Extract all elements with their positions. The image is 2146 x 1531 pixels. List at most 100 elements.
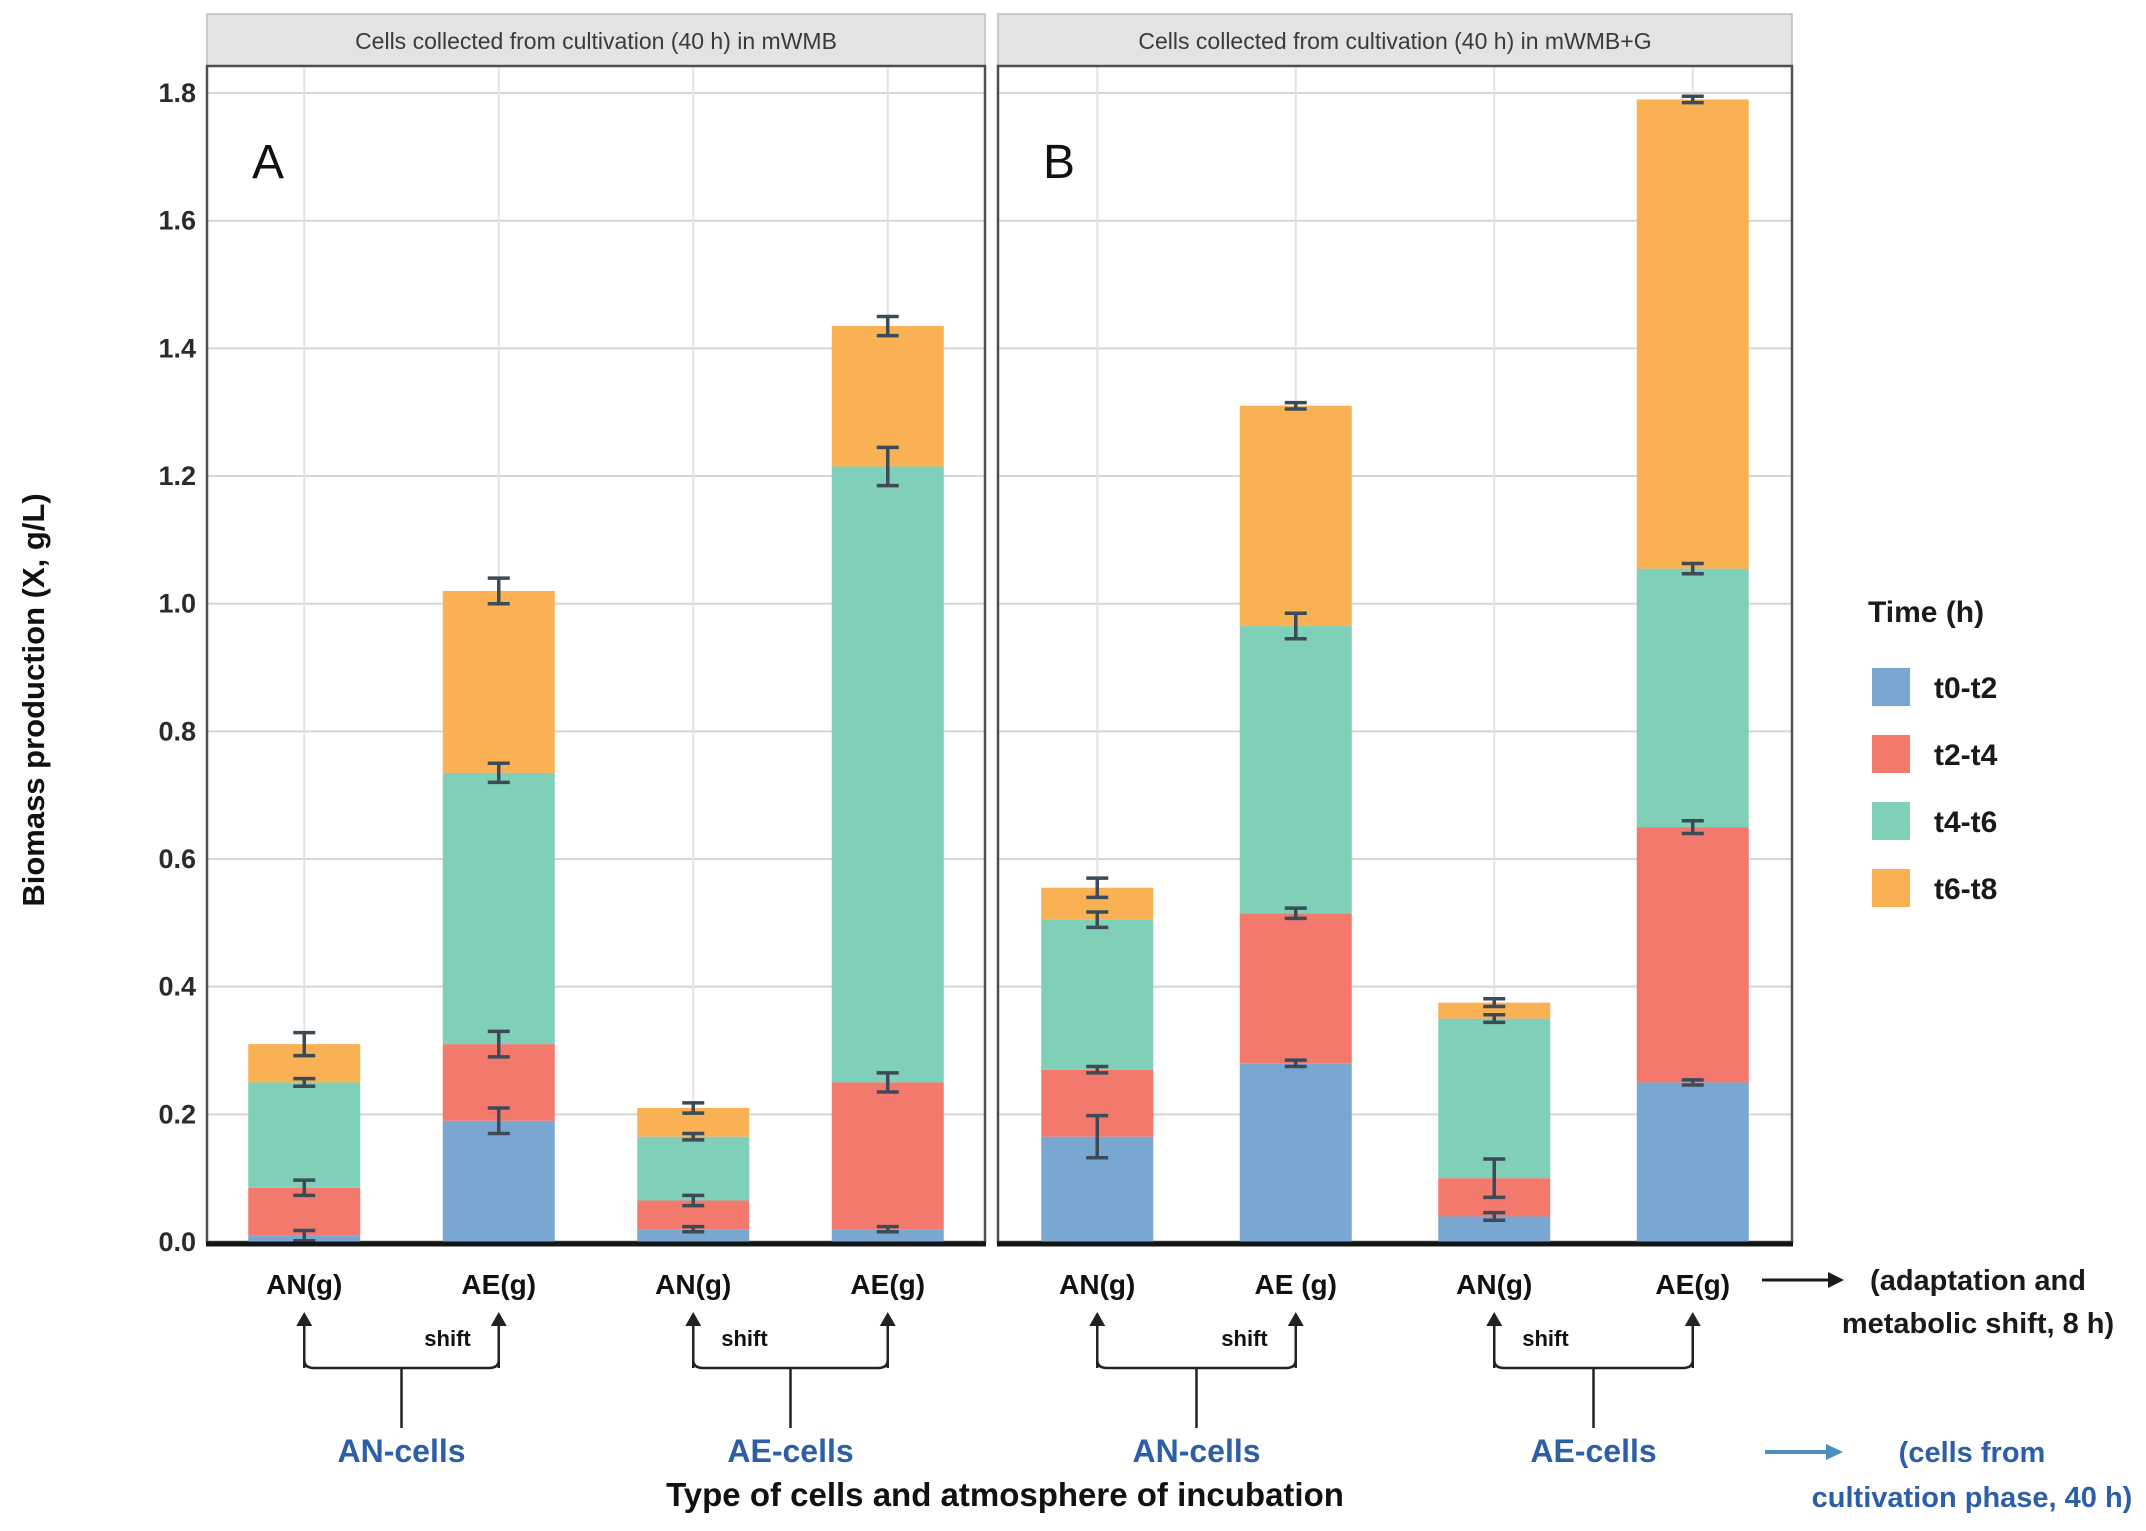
cultivation-note-line1: (cells from [1899,1437,2046,1469]
error-bar-B1-t6-t8 [1086,876,1109,900]
error-bar-A2-t6-t8 [487,576,510,606]
legend-label: t2-t4 [1934,739,1998,772]
x-tick-label: AE(g) [1655,1269,1730,1300]
bar-segment-A4-t4-t6 [831,466,944,1083]
bar-segment-B3-t6-t8 [1438,1002,1551,1019]
error-bar-B2-t6-t8 [1284,400,1307,411]
y-tick-label: 1.4 [158,333,196,363]
bar-segment-B4-t2-t4 [1636,827,1749,1083]
y-tick-label: 0.4 [158,972,196,1002]
error-bar-A4-t2-t4 [876,1071,899,1094]
y-axis-title: Biomass production (X, g/L) [16,493,51,906]
bar-segment-B1-t4-t6 [1041,919,1154,1070]
error-bar-A3-t4-t6 [682,1131,705,1142]
adaptation-note-line1: (adaptation and [1870,1265,2086,1297]
error-bar-A1-t6-t8 [293,1030,316,1058]
x-axis-title: Type of cells and atmosphere of incubati… [666,1476,1344,1513]
shift-label: shift [1221,1326,1268,1351]
shift-arrowhead-icon [1684,1312,1701,1326]
bar-segment-A2-t4-t6 [442,772,555,1045]
error-bar-B1-t2-t4 [1086,1064,1109,1075]
error-bar-A1-t2-t4 [293,1178,316,1198]
bar-segment-A4-t2-t4 [831,1082,944,1230]
error-bars [293,94,1704,1243]
error-bar-B3-t6-t8 [1483,997,1506,1009]
bar-segment-B4-t4-t6 [1636,568,1749,828]
shift-arrowhead-icon [1486,1312,1503,1326]
adaptation-note-line2: metabolic shift, 8 h) [1842,1308,2114,1340]
shift-bracket [692,1359,889,1370]
shift-arrowhead-icon [1089,1312,1106,1326]
shift-bracket [303,1359,500,1370]
y-tick-label: 0.8 [158,716,196,746]
shift-arrowhead-icon [879,1312,896,1326]
cultivation-note: (cells from cultivation phase, 40 h) [1765,1437,2132,1514]
error-bar-B2-t0-t2 [1284,1058,1307,1069]
error-bar-B3-t4-t6 [1483,1013,1506,1025]
error-bar-A4-t6-t8 [876,314,899,338]
bar-segment-B3-t4-t6 [1438,1018,1551,1179]
error-bar-A1-t0-t2 [293,1228,316,1243]
bar-segment-B2-t6-t8 [1239,405,1352,627]
y-tick-label: 0.0 [158,1227,196,1257]
shift-label: shift [721,1326,768,1351]
panel-chrome: Cells collected from cultivation (40 h) … [205,13,1794,1244]
legend-entries: t0-t2 t2-t4 t4-t6 t6-t8 [1872,668,1998,907]
error-bar-A4-t4-t6 [876,445,899,488]
bar-segment-B2-t0-t2 [1239,1063,1352,1242]
error-bar-B2-t2-t4 [1284,906,1307,921]
error-bar-A3-t6-t8 [682,1101,705,1115]
bar-segment-A3-t0-t2 [637,1229,750,1242]
x-tick-label: AE(g) [461,1269,536,1300]
cultivation-note-line2: cultivation phase, 40 h) [1812,1482,2133,1514]
x-tick-label: AN(g) [266,1269,342,1300]
y-tick-label: 0.2 [158,1099,196,1129]
shift-label: shift [424,1326,471,1351]
legend-swatch-t6-t8 [1872,869,1910,907]
panel-title: Cells collected from cultivation (40 h) … [1138,28,1651,54]
group-label: AN-cells [1132,1433,1260,1469]
x-tick-label: AN(g) [1456,1269,1532,1300]
error-bar-A2-t2-t4 [487,1029,510,1059]
x-tick-label: AE(g) [850,1269,925,1300]
error-bar-A3-t2-t4 [682,1193,705,1208]
y-tick-label: 1.6 [158,206,196,236]
x-tick-label: AE (g) [1255,1269,1337,1300]
y-tick-label: 1.8 [158,78,196,108]
bar-segment-B2-t2-t4 [1239,913,1352,1064]
bar-segment-A2-t0-t2 [442,1120,555,1242]
shift-arrowhead-icon [1287,1312,1304,1326]
bar-segment-B4-t6-t8 [1636,99,1749,569]
y-tick-label: 1.0 [158,589,196,619]
axis-tick-labels: 0.0 0.2 0.4 0.6 0.8 1.0 1.2 1.4 1.6 1.8 AN(g) AE(g)… [158,78,1730,1300]
legend-swatch-t4-t6 [1872,802,1910,840]
bar-segment-A2-t6-t8 [442,590,555,773]
bar-segment-A3-t4-t6 [637,1136,750,1201]
group-label: AN-cells [337,1433,465,1469]
shift-label: shift [1522,1326,1569,1351]
legend-label: t0-t2 [1934,672,1997,705]
error-bar-B1-t4-t6 [1086,910,1109,930]
cultivation-arrowhead-icon [1826,1444,1843,1460]
legend-swatch-t2-t4 [1872,735,1910,773]
bar-segment-B2-t4-t6 [1239,626,1352,914]
x-tick-label: AN(g) [655,1269,731,1300]
adaptation-arrowhead-icon [1828,1272,1844,1288]
error-bar-B4-t6-t8 [1681,94,1704,105]
error-bar-B1-t0-t2 [1086,1113,1109,1160]
error-bar-A2-t4-t6 [487,761,510,785]
legend-label: t4-t6 [1934,806,1997,839]
error-bar-A4-t0-t2 [876,1224,899,1234]
shift-bracket [1493,1359,1694,1370]
panel-letter: A [252,136,284,189]
group-label: AE-cells [1530,1433,1656,1469]
bar-segment-A1-t4-t6 [248,1082,361,1188]
shift-arrowhead-icon [296,1312,313,1326]
shift-bracket [1096,1359,1297,1370]
legend-label: t6-t8 [1934,873,1997,906]
panel-letter: B [1043,136,1075,189]
error-bar-B2-t4-t6 [1284,611,1307,641]
error-bar-B4-t2-t4 [1681,818,1704,836]
error-bar-B3-t0-t2 [1483,1210,1506,1223]
